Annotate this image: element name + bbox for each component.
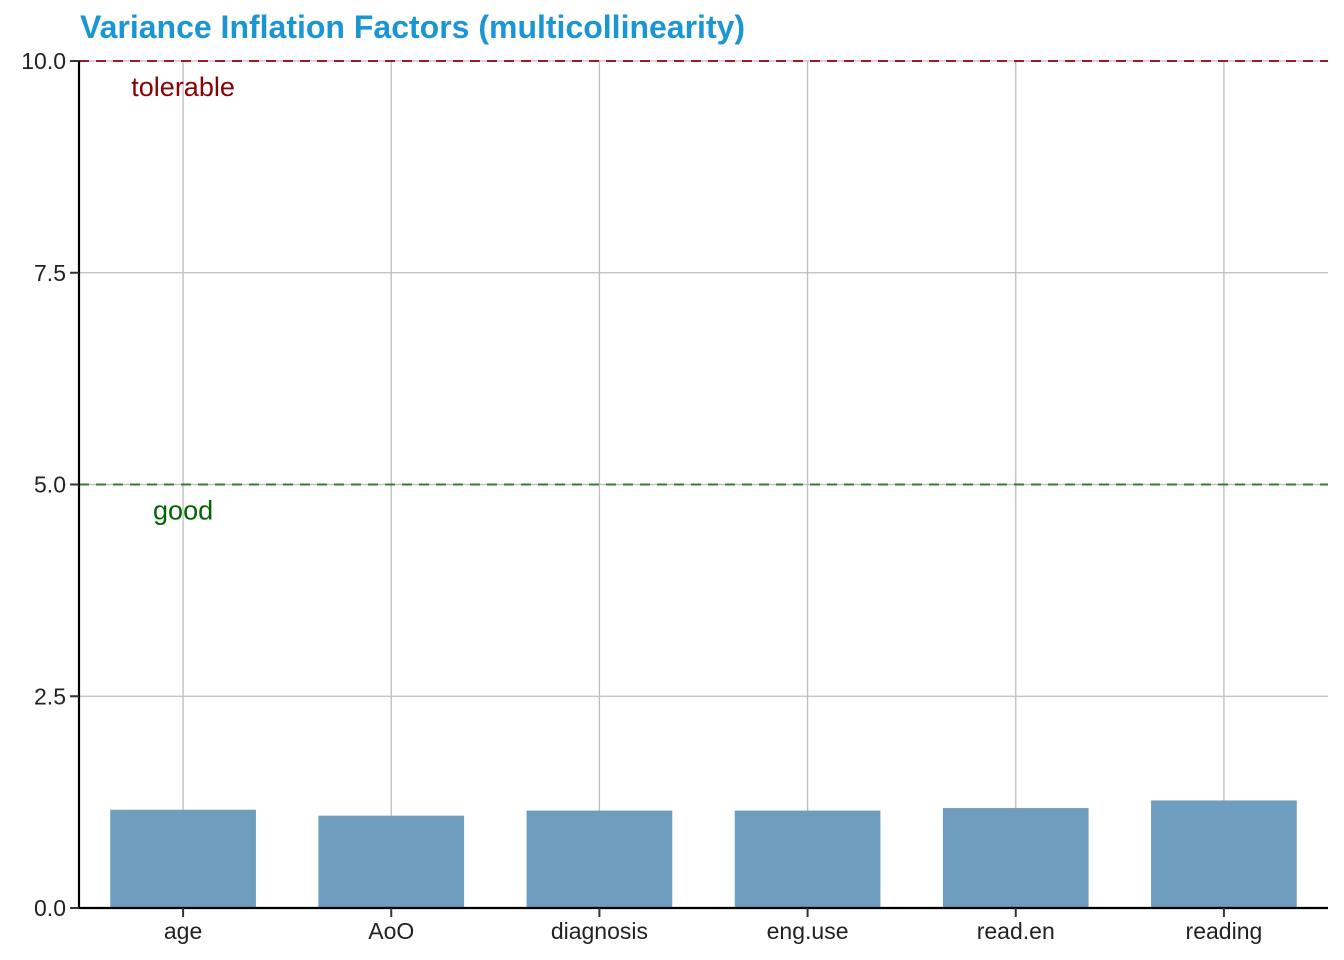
x-tick-label: age <box>164 918 202 944</box>
y-tick-labels: 0.0 2.5 5.0 7.5 10.0 <box>21 48 79 921</box>
threshold-label-tolerable: tolerable <box>131 72 235 102</box>
y-tick-label: 7.5 <box>34 260 66 286</box>
bar-read-en <box>942 808 1089 908</box>
threshold-lines: good tolerable <box>79 60 1328 526</box>
x-tick-label: diagnosis <box>551 918 648 944</box>
bar-eng-use <box>734 810 881 908</box>
y-tick-label: 0.0 <box>34 895 66 921</box>
bars <box>110 800 1297 908</box>
chart-title: Variance Inflation Factors (multicolline… <box>80 9 745 45</box>
x-tick-label: read.en <box>977 918 1055 944</box>
y-tick-label: 2.5 <box>34 683 66 709</box>
x-tick-labels: age AoO diagnosis eng.use read.en reading <box>164 908 1262 944</box>
x-tick-label: reading <box>1186 918 1263 944</box>
threshold-label-good: good <box>153 496 213 526</box>
x-tick-label: eng.use <box>767 918 849 944</box>
y-tick-label: 10.0 <box>21 48 66 74</box>
bar-age <box>110 809 256 908</box>
bar-reading <box>1151 800 1297 908</box>
x-tick-label: AoO <box>368 918 414 944</box>
bar-aoo <box>318 815 465 908</box>
bar-diagnosis <box>526 810 673 908</box>
y-tick-label: 5.0 <box>34 472 66 498</box>
